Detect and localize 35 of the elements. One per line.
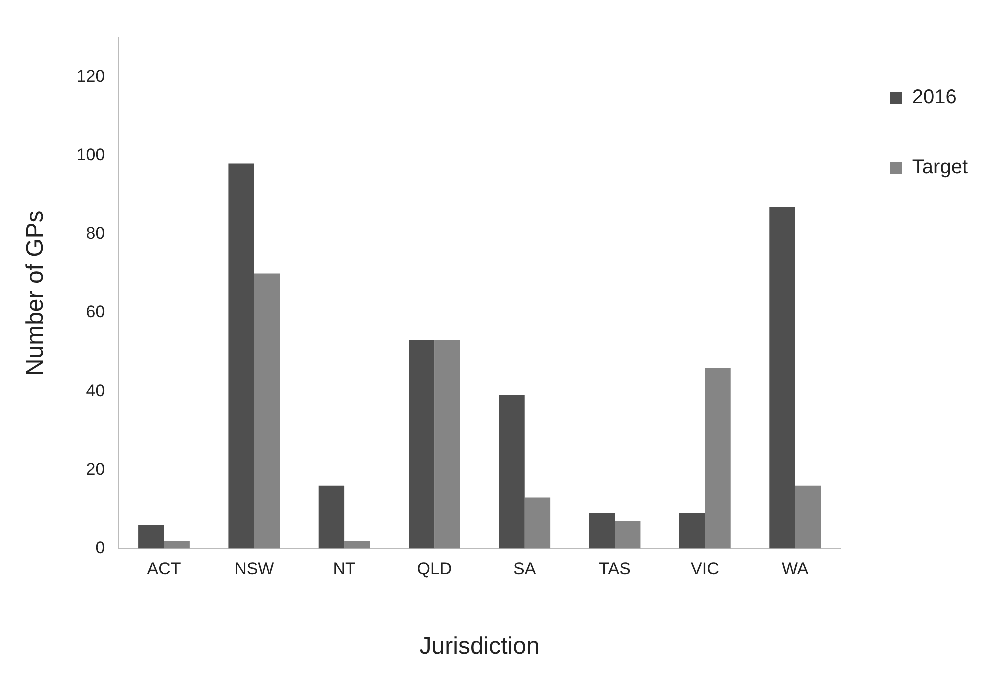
y-tick-label: 0 (96, 538, 106, 558)
bar (499, 396, 525, 549)
x-tick-label: NSW (234, 560, 274, 579)
y-axis-title: Number of GPs (22, 210, 50, 376)
x-tick-label: SA (514, 560, 537, 579)
x-tick-label: TAS (599, 560, 631, 579)
bar (679, 513, 706, 549)
bar (164, 540, 190, 549)
x-axis-title: Jurisdiction (420, 633, 540, 660)
bar (705, 368, 731, 549)
x-tick-label: QLD (417, 560, 452, 579)
y-tick-label: 20 (86, 460, 106, 479)
legend-label: 2016 (912, 86, 957, 109)
bar (344, 540, 370, 549)
bar (615, 521, 641, 549)
bar (318, 486, 345, 549)
x-tick-label: ACT (147, 560, 182, 579)
y-tick-label: 40 (86, 381, 106, 400)
bar (409, 340, 435, 549)
y-tick-label: 100 (76, 146, 106, 165)
bar (770, 206, 796, 549)
bar (228, 164, 254, 549)
y-tick-label: 80 (86, 224, 106, 244)
bar (434, 340, 460, 549)
bar (795, 486, 822, 549)
x-tick-label: NT (333, 560, 356, 579)
x-tick-label: VIC (691, 560, 720, 579)
x-tick-label: WA (782, 560, 810, 579)
legend-label: Target (912, 156, 968, 179)
y-tick-label: 60 (86, 302, 106, 322)
bar (138, 525, 164, 549)
bar (589, 513, 616, 549)
y-tick-label: 120 (76, 66, 106, 86)
bar (254, 274, 280, 549)
bar (524, 498, 551, 549)
